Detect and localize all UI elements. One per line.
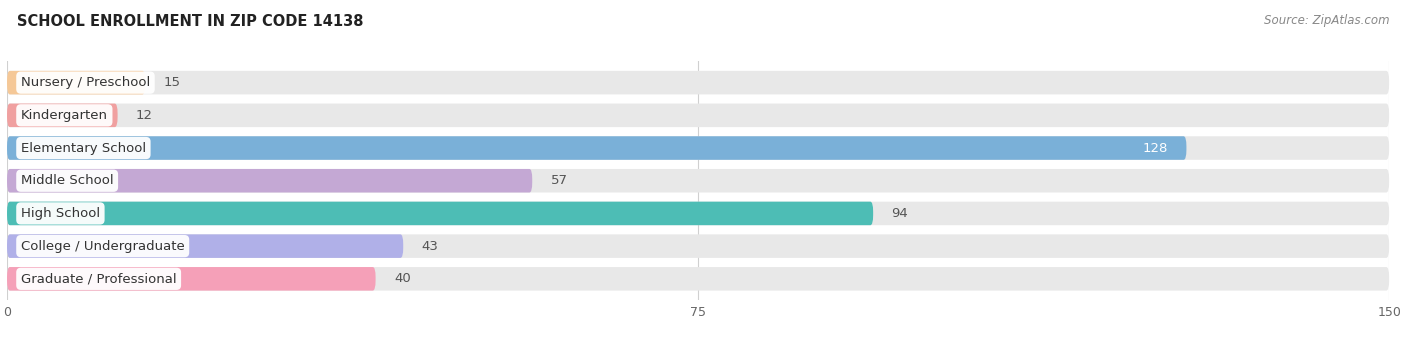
FancyBboxPatch shape: [7, 71, 1389, 94]
Text: 57: 57: [551, 174, 568, 187]
FancyBboxPatch shape: [7, 234, 1389, 258]
Text: Kindergarten: Kindergarten: [21, 109, 108, 122]
Text: Source: ZipAtlas.com: Source: ZipAtlas.com: [1264, 14, 1389, 27]
FancyBboxPatch shape: [7, 136, 1187, 160]
FancyBboxPatch shape: [7, 267, 375, 291]
FancyBboxPatch shape: [7, 234, 404, 258]
Text: High School: High School: [21, 207, 100, 220]
Text: Graduate / Professional: Graduate / Professional: [21, 272, 177, 285]
Text: College / Undergraduate: College / Undergraduate: [21, 240, 184, 253]
Text: Nursery / Preschool: Nursery / Preschool: [21, 76, 150, 89]
FancyBboxPatch shape: [7, 136, 1389, 160]
Text: 43: 43: [422, 240, 439, 253]
Text: Elementary School: Elementary School: [21, 142, 146, 154]
Text: 12: 12: [136, 109, 153, 122]
FancyBboxPatch shape: [7, 71, 145, 94]
FancyBboxPatch shape: [7, 104, 1389, 127]
FancyBboxPatch shape: [7, 169, 533, 193]
Text: 128: 128: [1143, 142, 1168, 154]
FancyBboxPatch shape: [7, 202, 873, 225]
FancyBboxPatch shape: [7, 202, 1389, 225]
FancyBboxPatch shape: [7, 104, 118, 127]
FancyBboxPatch shape: [7, 267, 1389, 291]
Text: 94: 94: [891, 207, 908, 220]
Text: 15: 15: [163, 76, 180, 89]
FancyBboxPatch shape: [7, 169, 1389, 193]
Text: SCHOOL ENROLLMENT IN ZIP CODE 14138: SCHOOL ENROLLMENT IN ZIP CODE 14138: [17, 14, 363, 29]
Text: Middle School: Middle School: [21, 174, 114, 187]
Text: 40: 40: [394, 272, 411, 285]
